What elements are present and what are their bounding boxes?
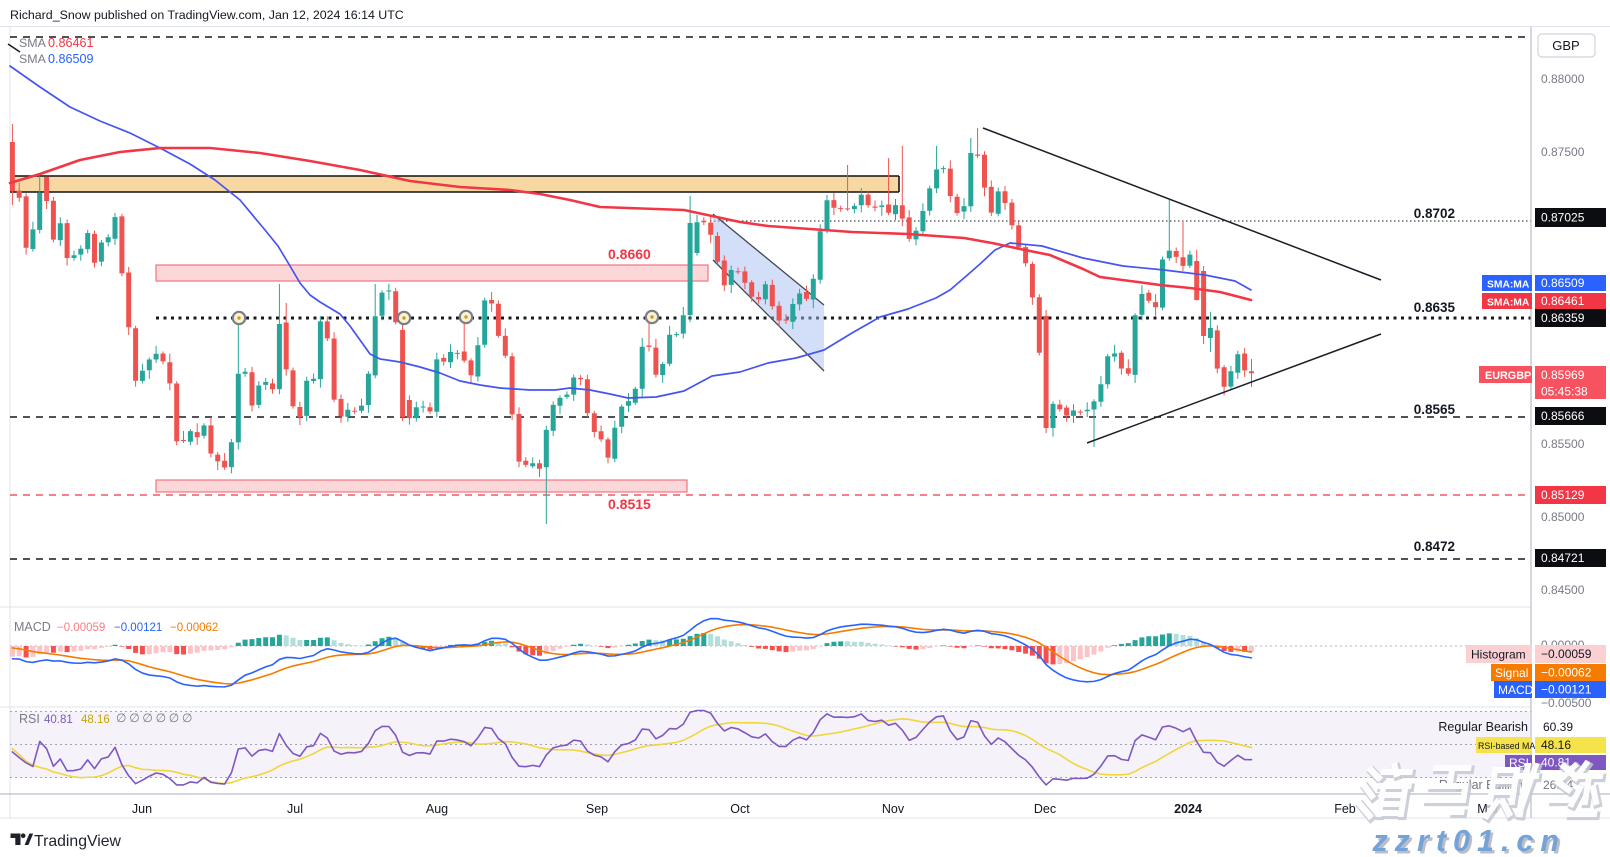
svg-text:0.86509: 0.86509 xyxy=(48,52,94,66)
svg-text:0.86461: 0.86461 xyxy=(1541,294,1585,308)
svg-text:40.81: 40.81 xyxy=(44,714,73,726)
svg-text:Jul: Jul xyxy=(287,802,303,816)
svg-text:0.86359: 0.86359 xyxy=(1541,311,1585,325)
svg-text:Signal: Signal xyxy=(1495,666,1528,680)
svg-text:0.84721: 0.84721 xyxy=(1541,551,1585,565)
svg-text:RSI: RSI xyxy=(1509,756,1529,770)
svg-text:RSI-based MA: RSI-based MA xyxy=(1478,741,1535,751)
svg-text:RSI: RSI xyxy=(19,712,40,726)
svg-text:GBP: GBP xyxy=(1552,38,1579,53)
svg-text:zzrt01.cn: zzrt01.cn xyxy=(1372,824,1567,857)
svg-text:0.86461: 0.86461 xyxy=(48,36,94,50)
svg-text:Regular Bearish: Regular Bearish xyxy=(1438,720,1528,734)
svg-text:0.85000: 0.85000 xyxy=(1541,510,1585,524)
svg-text:0.85129: 0.85129 xyxy=(1541,488,1585,502)
svg-text:MACD: MACD xyxy=(1498,683,1534,697)
svg-text:0.8635: 0.8635 xyxy=(1414,300,1456,315)
svg-text:2024: 2024 xyxy=(1174,802,1202,816)
svg-text:48.16: 48.16 xyxy=(81,714,110,726)
svg-text:Feb: Feb xyxy=(1334,802,1356,816)
svg-text:Oct: Oct xyxy=(730,802,750,816)
svg-text:Histogram: Histogram xyxy=(1471,648,1526,662)
svg-text:0.8515: 0.8515 xyxy=(608,496,651,512)
svg-text:−0.00121: −0.00121 xyxy=(1541,683,1592,697)
svg-text:48.16: 48.16 xyxy=(1541,738,1571,752)
svg-text:SMA: SMA xyxy=(19,36,47,50)
svg-text:0.86509: 0.86509 xyxy=(1541,276,1585,290)
svg-text:−0.00121: −0.00121 xyxy=(114,622,162,634)
svg-text:0.8660: 0.8660 xyxy=(608,246,651,262)
svg-text:∅: ∅ xyxy=(142,711,152,725)
svg-text:0.87025: 0.87025 xyxy=(1541,211,1585,225)
svg-text:−0.00500: −0.00500 xyxy=(1541,696,1592,710)
svg-text:−0.00062: −0.00062 xyxy=(1541,666,1592,680)
svg-text:0.85500: 0.85500 xyxy=(1541,437,1585,451)
svg-text:∅: ∅ xyxy=(182,711,192,725)
svg-text:SMA: SMA xyxy=(19,52,47,66)
svg-text:−0.00059: −0.00059 xyxy=(1541,647,1592,661)
svg-text:0.8702: 0.8702 xyxy=(1414,206,1455,221)
svg-text:MACD: MACD xyxy=(14,620,51,634)
svg-text:∅: ∅ xyxy=(116,711,126,725)
svg-text:Jun: Jun xyxy=(132,802,152,816)
svg-text:Richard_Snow published on Trad: Richard_Snow published on TradingView.co… xyxy=(10,8,404,22)
svg-text:∅: ∅ xyxy=(129,711,139,725)
svg-text:0.88000: 0.88000 xyxy=(1541,72,1585,86)
svg-text:05:45:38: 05:45:38 xyxy=(1541,385,1588,399)
svg-text:0.8472: 0.8472 xyxy=(1414,539,1455,554)
svg-text:0.85969: 0.85969 xyxy=(1541,368,1585,382)
svg-text:∅: ∅ xyxy=(156,711,166,725)
svg-text:60.39: 60.39 xyxy=(1543,720,1573,734)
svg-text:0.84500: 0.84500 xyxy=(1541,583,1585,597)
svg-text:∅: ∅ xyxy=(169,711,179,725)
svg-text:SMA:MA: SMA:MA xyxy=(1487,280,1530,291)
svg-text:zzrt01.cn: zzrt01.cn xyxy=(1374,827,1569,857)
svg-text:Dec: Dec xyxy=(1034,802,1056,816)
svg-text:EURGBP: EURGBP xyxy=(1485,370,1531,382)
svg-text:SMA:MA: SMA:MA xyxy=(1487,298,1530,309)
svg-text:Nov: Nov xyxy=(882,802,905,816)
svg-text:Sep: Sep xyxy=(586,802,608,816)
svg-text:0.87500: 0.87500 xyxy=(1541,145,1585,159)
svg-text:Aug: Aug xyxy=(426,802,448,816)
svg-text:−0.00059: −0.00059 xyxy=(57,622,105,634)
svg-text:TradingView: TradingView xyxy=(34,833,122,850)
svg-text:0.85666: 0.85666 xyxy=(1541,409,1585,423)
svg-text:0.8565: 0.8565 xyxy=(1414,402,1456,417)
svg-text:−0.00062: −0.00062 xyxy=(170,622,218,634)
